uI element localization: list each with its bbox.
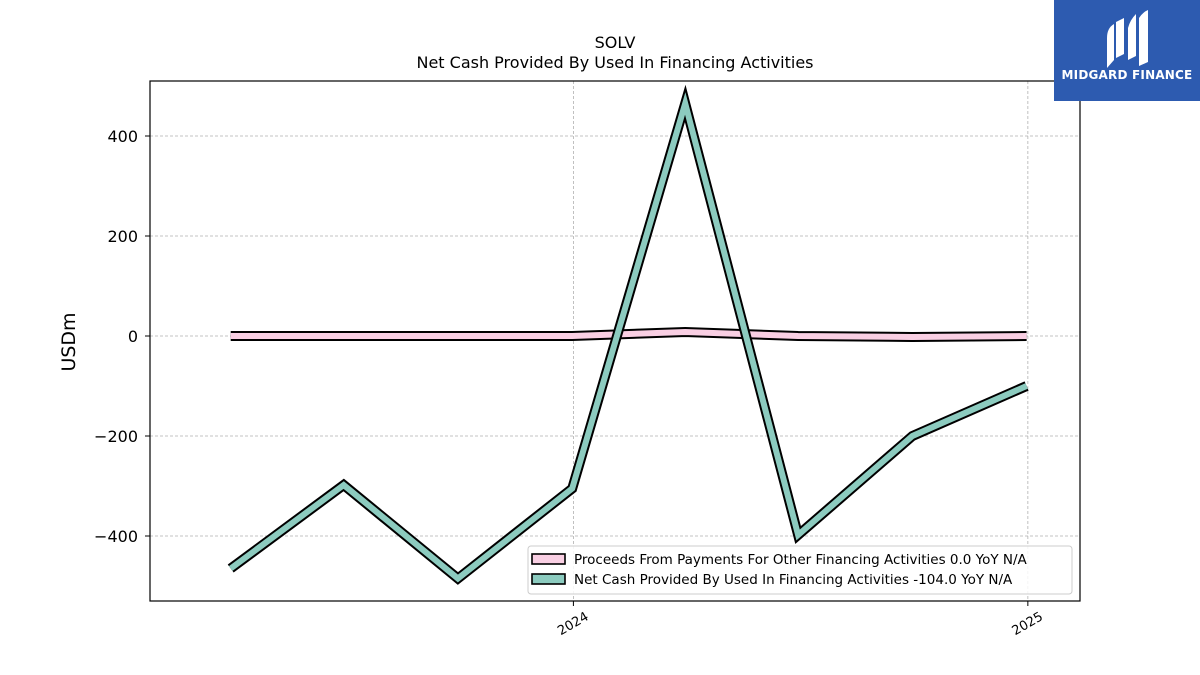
x-tick-label: 2024 [555, 609, 591, 639]
brand-logo: MIDGARD FINANCE [1054, 0, 1200, 101]
y-tick-label: −200 [94, 427, 138, 446]
midgard-logo-icon [1107, 10, 1148, 68]
series-line-1 [230, 326, 1027, 343]
legend-swatch [531, 553, 566, 565]
series-layer [227, 84, 1029, 585]
plot-frame [149, 80, 1081, 602]
series-line [230, 328, 1027, 341]
series-line [228, 92, 1028, 583]
legend-label: Proceeds From Payments For Other Financi… [574, 552, 1028, 568]
y-tick-label: 0 [128, 327, 138, 346]
chart-subtitle: Net Cash Provided By Used In Financing A… [416, 53, 813, 72]
legend-label: Net Cash Provided By Used In Financing A… [574, 572, 1013, 588]
chart-title: SOLV [595, 33, 636, 52]
x-tick-label: 2025 [1010, 609, 1046, 639]
brand-name: MIDGARD FINANCE [1061, 68, 1193, 82]
y-tick-label: 200 [107, 227, 138, 246]
y-tick-label: 400 [107, 127, 138, 146]
legend-box [527, 545, 1073, 595]
y-tick-label: −400 [94, 527, 138, 546]
y-axis-label: USDm [58, 312, 80, 371]
legend: Proceeds From Payments For Other Financi… [527, 545, 1073, 595]
series-line-2 [227, 84, 1029, 585]
legend-swatch [531, 573, 566, 585]
